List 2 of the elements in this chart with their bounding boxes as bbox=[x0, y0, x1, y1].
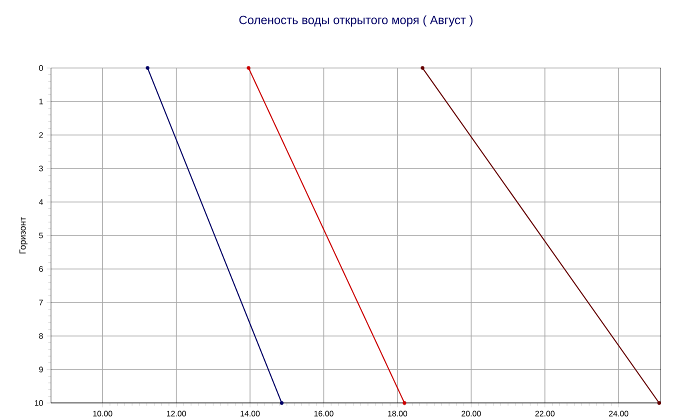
chart-title: Соленость воды открытого моря ( Август ) bbox=[239, 15, 473, 27]
y-axis-title: Горизонт bbox=[19, 217, 28, 254]
